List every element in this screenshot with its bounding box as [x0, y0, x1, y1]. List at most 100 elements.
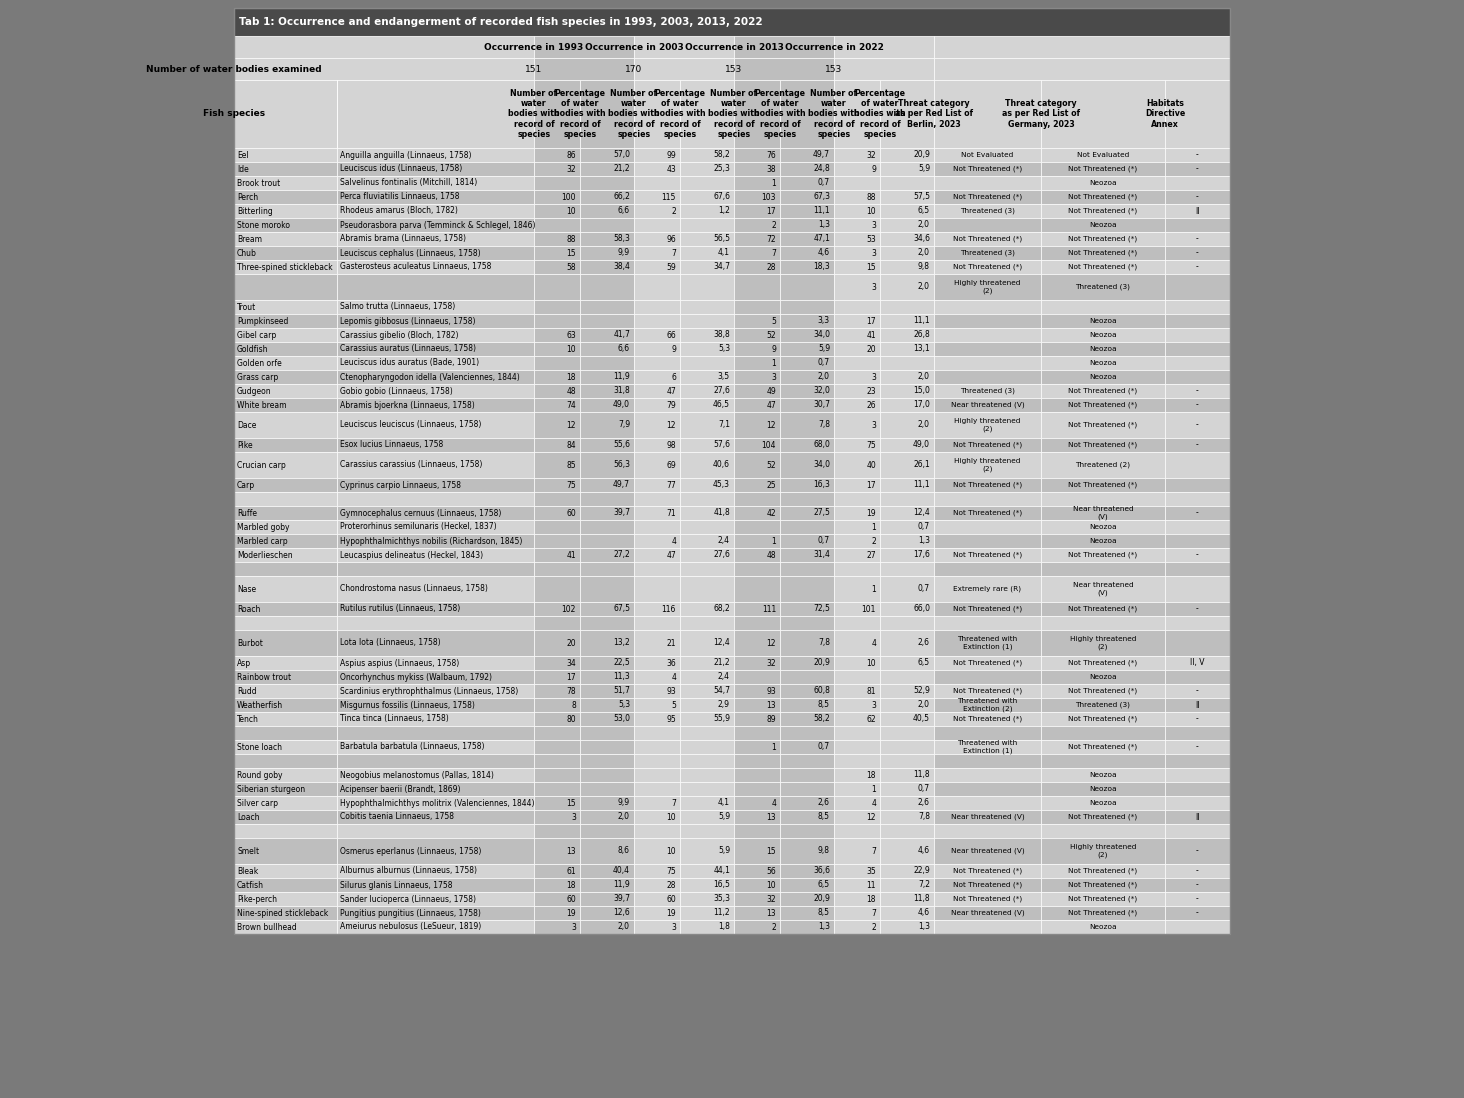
Text: 11,3: 11,3: [613, 672, 630, 682]
Text: 4,6: 4,6: [918, 847, 930, 855]
Bar: [834, 506, 880, 520]
Text: Percentage
of water
bodies with
record of
species: Percentage of water bodies with record o…: [654, 89, 706, 139]
Bar: [834, 726, 880, 740]
Text: Salvelinus fontinalis (Mitchill, 1814): Salvelinus fontinalis (Mitchill, 1814): [340, 179, 477, 188]
Bar: [634, 246, 679, 260]
Bar: [934, 754, 1041, 768]
Text: 15: 15: [867, 262, 875, 271]
Bar: [733, 246, 780, 260]
Text: 52,9: 52,9: [914, 686, 930, 695]
Text: Neozoa: Neozoa: [1089, 524, 1117, 530]
Text: Neozoa: Neozoa: [1089, 925, 1117, 930]
Bar: [580, 506, 634, 520]
Text: 11,8: 11,8: [914, 895, 930, 904]
Bar: [337, 534, 534, 548]
Bar: [780, 384, 834, 397]
Bar: [534, 520, 580, 534]
Text: 99: 99: [666, 150, 676, 159]
Bar: [733, 684, 780, 698]
Text: Nase: Nase: [237, 584, 256, 594]
Text: 115: 115: [662, 192, 676, 202]
Text: 43: 43: [666, 165, 676, 173]
Bar: [834, 478, 880, 492]
Text: Golden orfe: Golden orfe: [237, 359, 281, 368]
Text: 4,6: 4,6: [918, 908, 930, 918]
Text: Neozoa: Neozoa: [1089, 786, 1117, 792]
Bar: [580, 204, 634, 219]
Text: 72: 72: [766, 235, 776, 244]
Bar: [634, 412, 679, 438]
Text: 20: 20: [567, 639, 575, 648]
Text: 26,8: 26,8: [914, 330, 930, 339]
Bar: [580, 246, 634, 260]
Bar: [634, 602, 679, 616]
Bar: [934, 506, 1041, 520]
Bar: [1041, 712, 1165, 726]
Bar: [834, 36, 934, 58]
Text: 13,2: 13,2: [613, 639, 630, 648]
Bar: [634, 616, 679, 630]
Bar: [337, 163, 534, 176]
Bar: [634, 438, 679, 452]
Bar: [1165, 548, 1230, 562]
Bar: [934, 412, 1041, 438]
Text: 2,0: 2,0: [618, 813, 630, 821]
Bar: [880, 274, 934, 300]
Text: 2: 2: [871, 922, 875, 931]
Bar: [1165, 906, 1230, 920]
Bar: [880, 246, 934, 260]
Text: Eel: Eel: [237, 150, 249, 159]
Bar: [337, 656, 534, 670]
Bar: [880, 796, 934, 810]
Text: Gasterosteus aculeatus Linnaeus, 1758: Gasterosteus aculeatus Linnaeus, 1758: [340, 262, 492, 271]
Bar: [337, 176, 534, 190]
Text: Neozoa: Neozoa: [1089, 318, 1117, 324]
Text: Neozoa: Neozoa: [1089, 346, 1117, 352]
Text: Barbatula barbatula (Linnaeus, 1758): Barbatula barbatula (Linnaeus, 1758): [340, 742, 485, 751]
Bar: [337, 204, 534, 219]
Text: 74: 74: [567, 401, 575, 410]
Text: 69: 69: [666, 460, 676, 470]
Bar: [880, 478, 934, 492]
Text: 58,2: 58,2: [813, 715, 830, 724]
Text: Threatened (3): Threatened (3): [960, 249, 1015, 256]
Bar: [234, 878, 337, 892]
Bar: [934, 726, 1041, 740]
Bar: [834, 204, 880, 219]
Text: Not Threatened (*): Not Threatened (*): [953, 193, 1022, 200]
Text: Perch: Perch: [237, 192, 258, 202]
Bar: [679, 492, 733, 506]
Bar: [934, 548, 1041, 562]
Bar: [679, 616, 733, 630]
Bar: [934, 300, 1041, 314]
Text: 11,9: 11,9: [613, 372, 630, 381]
Bar: [834, 80, 880, 148]
Text: 32: 32: [766, 659, 776, 668]
Text: 11,1: 11,1: [814, 206, 830, 215]
Bar: [834, 670, 880, 684]
Text: Gobio gobio (Linnaeus, 1758): Gobio gobio (Linnaeus, 1758): [340, 386, 452, 395]
Bar: [880, 314, 934, 328]
Bar: [234, 838, 337, 864]
Bar: [880, 754, 934, 768]
Bar: [934, 219, 1041, 232]
Text: 42: 42: [766, 508, 776, 517]
Bar: [580, 219, 634, 232]
Bar: [679, 630, 733, 656]
Text: Not Threatened (*): Not Threatened (*): [953, 264, 1022, 270]
Bar: [834, 548, 880, 562]
Text: Neozoa: Neozoa: [1089, 538, 1117, 544]
Bar: [880, 576, 934, 602]
Bar: [534, 878, 580, 892]
Bar: [337, 906, 534, 920]
Text: 21,2: 21,2: [713, 659, 731, 668]
Text: 3: 3: [871, 421, 875, 429]
Text: 77: 77: [666, 481, 676, 490]
Bar: [934, 452, 1041, 478]
Text: 6,6: 6,6: [618, 345, 630, 354]
Text: -: -: [1196, 401, 1199, 410]
Bar: [580, 602, 634, 616]
Bar: [834, 576, 880, 602]
Bar: [1041, 740, 1165, 754]
Bar: [679, 838, 733, 864]
